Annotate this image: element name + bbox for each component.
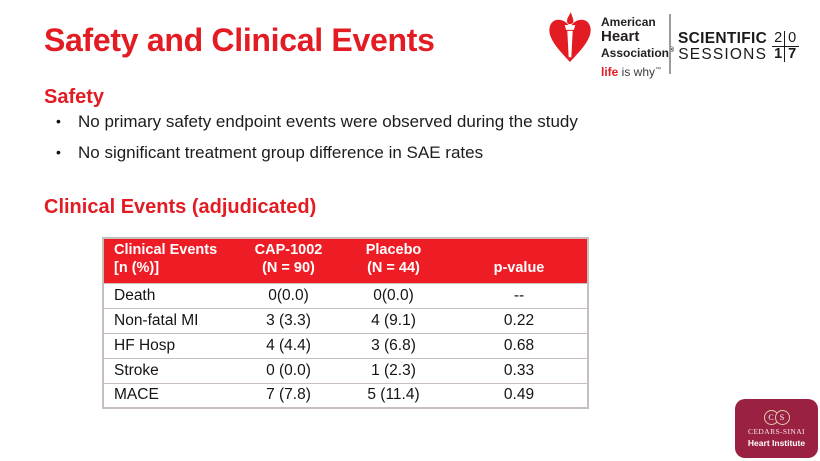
sessions-label: SESSIONS — [678, 46, 768, 63]
cell-p-value: 0.68 — [451, 332, 588, 358]
aha-logo-text: American Heart Association® life is why™ — [601, 11, 674, 80]
header-line: p-value — [493, 260, 545, 277]
cedars-sinai-name: CEDARS-SINAI — [748, 426, 805, 436]
cell-event-name: Stroke — [103, 357, 241, 383]
heart-institute-label: Heart Institute — [747, 437, 806, 448]
cell-cap-1002: 0 (0.0) — [241, 357, 336, 383]
list-item: • No significant treatment group differe… — [56, 142, 578, 163]
table-row: Death 0(0.0) 0(0.0) -- — [103, 282, 588, 308]
column-header-clinical-events: Clinical Events [n (%)] — [103, 238, 241, 283]
cedars-sinai-logo: C S CEDARS-SINAI Heart Institute — [735, 399, 818, 458]
cell-placebo: 0(0.0) — [336, 282, 451, 308]
aha-word-american: American — [601, 15, 656, 29]
page-title: Safety and Clinical Events — [44, 22, 435, 58]
header-line: (N = 44) — [367, 260, 420, 277]
column-header-p-value: p-value — [451, 238, 588, 283]
column-header-cap-1002: CAP-1002 (N = 90) — [241, 238, 336, 283]
cedars-sinai-emblem-icon: C S — [763, 409, 790, 425]
cell-placebo: 4 (9.1) — [336, 307, 451, 333]
cell-p-value: 0.22 — [451, 307, 588, 333]
tagline-life: life — [601, 65, 619, 79]
year-2017-grid: 2 0 1 7 — [772, 31, 800, 62]
cell-cap-1002: 0(0.0) — [241, 282, 336, 308]
year-digit-0: 0 — [785, 31, 800, 47]
table-row: Non-fatal MI 3 (3.3) 4 (9.1) 0.22 — [103, 307, 588, 333]
clinical-events-table: Clinical Events [n (%)] CAP-1002 (N = 90… — [102, 237, 589, 409]
trademark-mark: ™ — [655, 67, 662, 73]
registered-mark: ® — [669, 47, 675, 54]
header-line: CAP-1002 — [254, 242, 323, 259]
bullet-text: No primary safety endpoint events were o… — [78, 112, 578, 131]
header-line: Clinical Events — [114, 242, 218, 259]
safety-heading: Safety — [44, 86, 105, 108]
cell-cap-1002: 3 (3.3) — [241, 307, 336, 333]
tagline-rest: is why — [618, 65, 656, 79]
scientific-sessions-logo: SCIENTIFIC SESSIONS 2 0 1 7 — [678, 30, 800, 63]
cell-placebo: 1 (2.3) — [336, 357, 451, 383]
cell-event-name: HF Hosp — [103, 332, 241, 358]
bullet-icon: • — [56, 144, 61, 160]
bullet-icon: • — [56, 113, 61, 129]
list-item: • No primary safety endpoint events were… — [56, 111, 578, 132]
heart-torch-icon — [549, 12, 591, 63]
aha-word-association: Association® — [601, 44, 674, 60]
cell-cap-1002: 7 (7.8) — [241, 382, 336, 408]
cell-cap-1002: 4 (4.4) — [241, 332, 336, 358]
scientific-sessions-text: SCIENTIFIC SESSIONS — [678, 30, 768, 63]
column-header-placebo: Placebo (N = 44) — [336, 238, 451, 283]
cell-event-name: Death — [103, 282, 241, 308]
logo-divider-line — [669, 14, 671, 74]
aha-association-text: Association — [601, 46, 670, 60]
cell-event-name: MACE — [103, 382, 241, 408]
header-line: (N = 90) — [262, 260, 315, 277]
year-digit-7: 7 — [788, 46, 797, 62]
emblem-letter-s: S — [774, 409, 790, 425]
table-header-row: Clinical Events [n (%)] CAP-1002 (N = 90… — [103, 238, 588, 283]
year-digit-2: 2 — [772, 31, 786, 47]
header-line: Placebo — [365, 242, 422, 259]
aha-tagline: life is why™ — [601, 65, 674, 79]
cell-placebo: 5 (11.4) — [336, 382, 451, 408]
cell-p-value: -- — [451, 282, 588, 308]
table-row: MACE 7 (7.8) 5 (11.4) 0.49 — [103, 382, 588, 408]
header-line: [n (%)] — [114, 260, 160, 277]
cell-event-name: Non-fatal MI — [103, 307, 241, 333]
table-row: Stroke 0 (0.0) 1 (2.3) 0.33 — [103, 357, 588, 383]
cell-placebo: 3 (6.8) — [336, 332, 451, 358]
table-row: HF Hosp 4 (4.4) 3 (6.8) 0.68 — [103, 332, 588, 358]
clinical-events-heading: Clinical Events (adjudicated) — [44, 196, 317, 218]
aha-word-heart: Heart — [601, 28, 640, 45]
cell-p-value: 0.33 — [451, 357, 588, 383]
scientific-label: SCIENTIFIC — [678, 30, 768, 47]
safety-bullet-list: • No primary safety endpoint events were… — [56, 111, 578, 173]
year-digit-1: 1 — [772, 47, 786, 62]
cell-p-value: 0.49 — [451, 382, 588, 408]
bullet-text: No significant treatment group differenc… — [78, 143, 484, 162]
aha-logo: American Heart Association® life is why™ — [546, 11, 674, 79]
